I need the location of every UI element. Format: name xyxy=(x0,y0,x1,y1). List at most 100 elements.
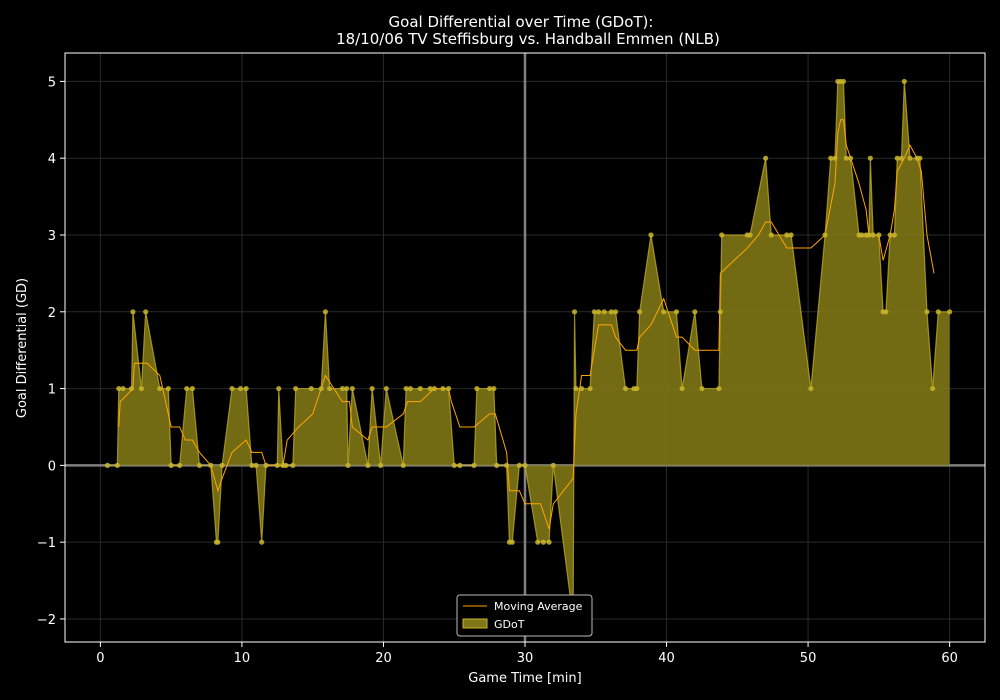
gdot-point xyxy=(494,462,500,468)
gdot-area-layer xyxy=(107,80,950,620)
gdot-point xyxy=(451,462,457,468)
gdot-point xyxy=(457,462,463,468)
gdot-point xyxy=(184,385,190,392)
gdot-point xyxy=(917,155,923,161)
gdot-point xyxy=(283,462,289,468)
x-tick-label: 40 xyxy=(658,651,675,666)
gdot-point xyxy=(322,309,329,315)
x-tick-label: 50 xyxy=(800,651,817,666)
gdot-point xyxy=(143,309,149,315)
gdot-point xyxy=(947,309,953,315)
gdot-point xyxy=(596,309,602,315)
gdot-point xyxy=(440,385,446,392)
gdot-point xyxy=(165,385,171,392)
gdot-point xyxy=(661,309,667,315)
gdot-point xyxy=(318,385,324,392)
gdot-point xyxy=(168,462,174,468)
gdot-point xyxy=(716,385,722,392)
gdot-point xyxy=(907,155,913,161)
gdot-point xyxy=(263,462,269,468)
gdot-point xyxy=(634,385,640,392)
gdot-point xyxy=(378,462,384,468)
gdot-point xyxy=(349,385,355,392)
gdot-point xyxy=(120,385,126,392)
gdot-point xyxy=(843,155,849,161)
gdot-point xyxy=(719,232,725,238)
y-tick-label: 3 xyxy=(48,229,56,244)
gdot-point xyxy=(573,385,579,392)
gdot-point xyxy=(768,232,774,238)
gdot-point xyxy=(822,232,828,238)
gdot-point xyxy=(243,385,249,392)
gdot-point xyxy=(114,462,120,468)
legend: Moving Average GDoT xyxy=(456,594,593,637)
gdot-point xyxy=(427,385,433,392)
gdot-point xyxy=(876,232,882,238)
gdot-point xyxy=(369,385,375,392)
gdot-point xyxy=(249,462,255,468)
gdot-point xyxy=(274,462,280,468)
tick-layer: 0 10 20 30 40 50 60 −2 −1 0 1 2 3 4 5 xyxy=(37,75,958,666)
y-tick-label: 5 xyxy=(48,75,56,90)
gdot-point xyxy=(504,462,510,468)
gdot-point xyxy=(471,462,477,468)
gdot-point xyxy=(365,462,371,468)
gdot-point xyxy=(104,462,111,468)
gdot-point xyxy=(587,385,593,392)
gdot-point xyxy=(808,385,814,392)
gdot-point xyxy=(673,309,680,315)
legend-moving-average-label: Moving Average xyxy=(494,600,583,613)
gdot-point xyxy=(400,462,406,468)
gdot-point xyxy=(259,539,265,545)
gdot-point xyxy=(935,309,941,315)
gdot-point xyxy=(516,462,522,468)
gdot-point xyxy=(491,385,497,392)
gdot-point xyxy=(208,462,214,468)
gdot-point xyxy=(832,155,838,161)
gdot-point xyxy=(692,309,698,315)
gdot-point xyxy=(930,385,936,392)
gdot-point xyxy=(859,232,865,238)
gdot-point xyxy=(522,462,528,468)
gdot-point xyxy=(546,539,552,545)
gdot-point xyxy=(229,385,235,392)
gdot-point xyxy=(601,309,607,315)
gdot-point xyxy=(138,385,145,392)
gdot-point xyxy=(403,385,409,392)
gdot-point xyxy=(699,385,705,392)
gdot-point xyxy=(894,155,900,161)
gdot-point xyxy=(866,232,872,238)
gdot-point xyxy=(196,462,203,468)
gdot-point xyxy=(157,385,163,392)
gdot-point xyxy=(840,78,847,85)
gdot-point xyxy=(540,539,547,545)
moving-average-layer xyxy=(118,119,935,530)
gdot-point xyxy=(648,232,654,238)
chart-title-line2: 18/10/06 TV Steffisburg vs. Handball Emm… xyxy=(336,30,720,48)
gdot-point xyxy=(237,385,244,392)
gdot-point xyxy=(487,385,493,392)
legend-gdot-swatch xyxy=(462,618,488,629)
gdot-point xyxy=(763,155,769,161)
gdot-point xyxy=(788,232,794,238)
x-axis-label: Game Time [min] xyxy=(468,671,581,686)
gdot-point xyxy=(383,385,389,392)
gdot-point xyxy=(828,155,834,161)
gdot-point xyxy=(717,309,723,315)
gdot-point xyxy=(591,309,597,315)
gdot-point xyxy=(417,385,423,392)
x-tick-label: 30 xyxy=(517,651,534,666)
y-tick-label: 0 xyxy=(48,459,56,474)
gdot-point xyxy=(608,309,614,315)
gdot-point xyxy=(747,232,753,238)
gdot-point xyxy=(253,462,259,468)
gdot-point xyxy=(887,232,893,238)
gdot-point xyxy=(445,385,452,392)
gdot-point xyxy=(679,385,685,392)
gdot-point xyxy=(891,232,898,238)
gdot-point xyxy=(407,385,413,392)
gdot-point xyxy=(550,462,556,468)
moving-average-line xyxy=(118,119,935,530)
